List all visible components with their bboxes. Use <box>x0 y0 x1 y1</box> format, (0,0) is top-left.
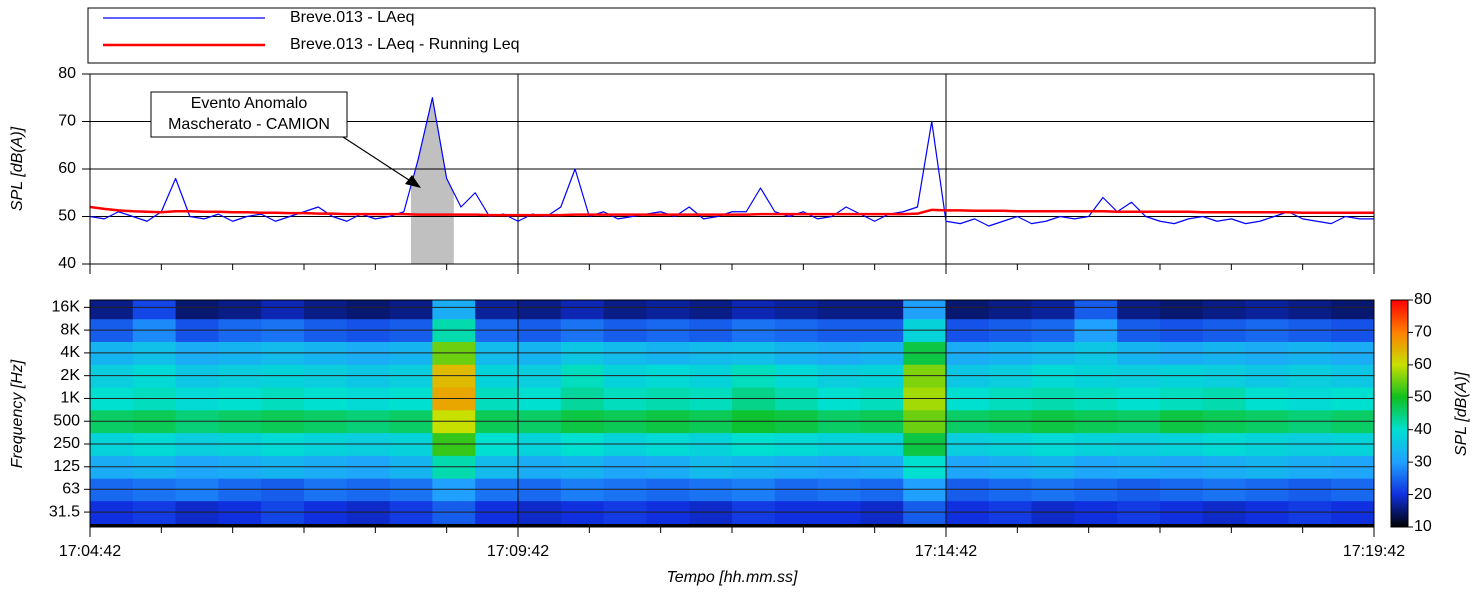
spectrogram-cell <box>1117 300 1161 320</box>
colorbar-tick-label: 70 <box>1414 324 1432 341</box>
y-tick-label: 40 <box>58 255 76 272</box>
y-tick-label: 50 <box>58 208 76 225</box>
y-tick-label: 125 <box>53 458 80 475</box>
y-tick-label: 80 <box>58 65 76 82</box>
legend-box <box>87 7 1376 64</box>
colorbar-tick-label: 10 <box>1414 518 1432 535</box>
plot-frame <box>89 299 1375 528</box>
y-tick-label: 60 <box>58 160 76 177</box>
highlight-area <box>411 97 454 264</box>
annotation-text: Evento Anomalo <box>191 95 308 112</box>
spectrogram-cell <box>1202 300 1247 320</box>
spectrogram-cell <box>261 300 305 320</box>
y-tick-label: 63 <box>62 481 80 498</box>
spectrogram-cell <box>1245 300 1289 320</box>
annotation-arrow <box>342 136 413 183</box>
x-tick-label: 17:19:42 <box>1343 543 1405 560</box>
x-tick-label: 17:09:42 <box>487 543 549 560</box>
y-axis-title: Frequency [Hz] <box>9 359 26 468</box>
spectrogram-cell <box>132 300 177 320</box>
colorbar-tick-label: 50 <box>1414 389 1432 406</box>
series-line <box>90 97 1374 227</box>
spectrogram-cell <box>774 300 819 320</box>
colorbar-tick-label: 40 <box>1414 421 1432 438</box>
y-axis-title: SPL [dB(A)] <box>9 126 26 211</box>
spectrogram-cell <box>1288 300 1332 320</box>
spectrogram-cell <box>1160 300 1204 320</box>
spectrogram-cell <box>175 300 219 320</box>
colorbar-title: SPL [dB(A)] <box>1453 371 1470 456</box>
y-tick-label: 31.5 <box>49 503 80 520</box>
series-line <box>90 205 1374 217</box>
spectrogram-cell <box>560 300 605 320</box>
spectrogram-cell <box>304 300 348 320</box>
annotation: Evento Anomalo Mascherato - CAMION <box>150 91 421 188</box>
spectrogram-cell <box>1074 300 1118 320</box>
spectrogram-cell <box>90 300 134 320</box>
y-tick-label: 500 <box>53 412 80 429</box>
spectrogram-cell <box>475 300 519 320</box>
y-tick-label: 8K <box>60 321 80 338</box>
spectrogram-cell <box>988 300 1033 320</box>
x-tick-label: 17:04:42 <box>59 543 121 560</box>
spectrogram-cell <box>860 300 904 320</box>
spectrogram-cell <box>518 300 562 320</box>
y-tick-label: 250 <box>53 435 80 452</box>
spectrogram-cell <box>646 300 690 320</box>
x-axis-title: Tempo [hh.mm.ss] <box>666 569 798 586</box>
spectrogram-cell <box>817 300 861 320</box>
spectrogram-cell <box>603 300 647 320</box>
colorbar-tick-label: 60 <box>1414 356 1432 373</box>
colorbar-tick-label: 30 <box>1414 453 1432 470</box>
colorbar <box>1390 299 1409 528</box>
legend-label: Breve.013 - LAeq <box>290 9 415 26</box>
spectrogram-cell <box>1331 300 1374 320</box>
annotation-arrowhead <box>405 175 421 188</box>
legend-label: Breve.013 - LAeq - Running Leq <box>290 36 519 53</box>
annotation-box <box>150 91 348 138</box>
y-tick-label: 70 <box>58 113 76 130</box>
y-tick-label: 1K <box>60 390 80 407</box>
plot-frame <box>89 73 1375 265</box>
spectrogram-cell <box>946 300 990 320</box>
x-tick-label: 17:14:42 <box>915 543 977 560</box>
y-tick-label: 16K <box>52 299 81 316</box>
annotation-text: Mascherato - CAMION <box>168 116 330 133</box>
spectrogram-cell <box>689 300 733 320</box>
spectrogram-cell <box>732 300 776 320</box>
spectrogram-cell <box>903 300 947 320</box>
colorbar-tick-label: 20 <box>1414 486 1432 503</box>
colorbar-tick-label: 80 <box>1414 291 1432 308</box>
y-tick-label: 2K <box>60 367 80 384</box>
spectrogram-cell <box>1031 300 1075 320</box>
y-tick-label: 4K <box>60 344 80 361</box>
spectrogram-cell <box>218 300 262 320</box>
spectrogram-cell <box>346 300 391 320</box>
spectrogram-cell <box>389 300 433 320</box>
spectrogram-cell <box>432 300 476 320</box>
